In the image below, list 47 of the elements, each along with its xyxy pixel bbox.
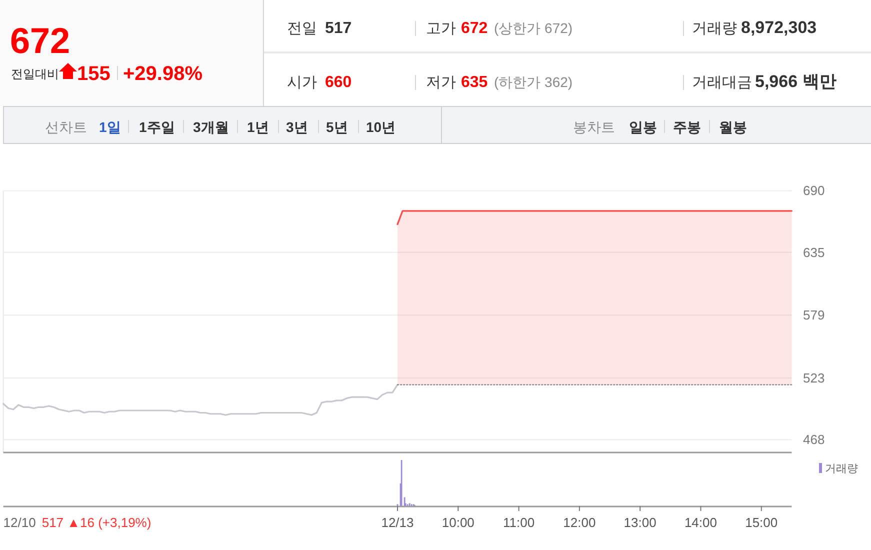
text: 월봉 — [719, 119, 747, 135]
x-tick-label: 12:00 — [563, 515, 596, 530]
text: 5,966 백만 — [755, 72, 836, 91]
text: 1주일 — [139, 119, 175, 135]
text: 거래대금 — [692, 74, 752, 91]
text: 517 — [325, 20, 352, 37]
text: 주봉 — [673, 119, 701, 135]
text: (상한가 672) — [494, 20, 573, 36]
text: 517 ▲16 (+3,19%) — [42, 515, 152, 530]
text: 672 — [461, 20, 488, 37]
line-series — [2, 384, 398, 416]
y-tick-label: 635 — [803, 244, 825, 260]
text: 3년 — [286, 119, 308, 135]
x-tick-label: 15:00 — [745, 515, 778, 530]
y-tick-label: 579 — [803, 308, 825, 323]
y-tick-label: 690 — [803, 183, 825, 198]
x-tick-label: 10:00 — [442, 515, 474, 530]
text: 660 — [325, 74, 352, 91]
text: 거래량 — [692, 20, 737, 37]
text: 12/10 — [3, 515, 36, 530]
text: 봉차트 — [573, 119, 615, 135]
text: 시가 — [287, 74, 317, 91]
text: 고가 — [426, 20, 456, 37]
text: 1일 — [99, 119, 121, 135]
text: 635 — [461, 74, 488, 91]
x-tick-label: 11:00 — [503, 515, 535, 530]
legend-label: 거래량 — [825, 463, 858, 475]
text: 155 — [77, 63, 110, 85]
text: 저가 — [426, 74, 456, 91]
text: 1년 — [247, 119, 269, 135]
text: 전일대비 — [11, 67, 59, 81]
text: 10년 — [366, 119, 396, 135]
text: +29.98% — [123, 63, 203, 85]
text: 5년 — [326, 119, 348, 135]
text: 672 — [10, 20, 70, 61]
text: (하한가 362) — [494, 74, 573, 90]
text: 8,972,303 — [741, 18, 817, 37]
y-tick-label: 468 — [803, 432, 825, 448]
y-tick-label: 523 — [803, 370, 825, 386]
x-tick-label: 12/13 — [381, 515, 414, 530]
text: 일봉 — [629, 119, 657, 135]
x-tick-label: 13:00 — [624, 515, 656, 530]
text: 전일 — [287, 20, 317, 37]
x-tick-label: 14:00 — [684, 515, 718, 530]
text: 3개월 — [193, 119, 229, 135]
text: 선차트 — [45, 119, 87, 135]
legend: 거래량 — [819, 463, 858, 475]
